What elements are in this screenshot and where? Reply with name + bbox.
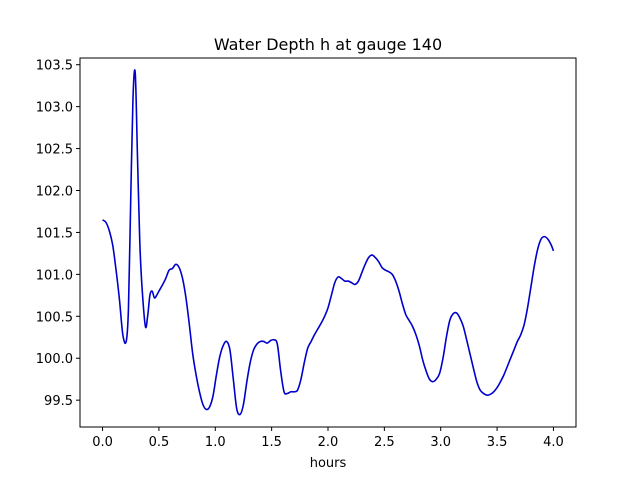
- plot-background: [80, 58, 576, 427]
- y-axis: 99.5 100.0 100.5 101.0 101.5 102.0 102.5 103.0 1…: [36, 59, 80, 409]
- x-tick-label: 4.0: [543, 435, 564, 450]
- y-tick-label: 100.0: [36, 352, 73, 367]
- x-tick-label: 3.0: [430, 435, 451, 450]
- x-tick-label: 0.0: [92, 435, 113, 450]
- y-tick-label: 103.5: [36, 59, 73, 74]
- x-tick-label: 2.5: [374, 435, 395, 450]
- y-tick-label: 101.5: [36, 226, 73, 241]
- x-axis: 0.0 0.5 1.0 1.5 2.0 2.5 3.0 3.5 4.0: [92, 427, 564, 450]
- x-tick-label: 1.0: [205, 435, 226, 450]
- x-tick-label: 2.0: [318, 435, 339, 450]
- series-layer: [102, 69, 555, 416]
- y-tick-label: 102.5: [36, 143, 73, 158]
- x-tick-label: 3.5: [487, 435, 508, 450]
- y-tick-label: 101.0: [36, 268, 73, 283]
- x-axis-label: hours: [310, 456, 347, 471]
- y-tick-label: 100.5: [36, 310, 73, 325]
- x-tick-label: 1.5: [261, 435, 282, 450]
- chart-title: Water Depth h at gauge 140: [214, 35, 442, 54]
- y-tick-label: 103.0: [36, 101, 73, 116]
- y-tick-label: 99.5: [44, 394, 73, 409]
- x-tick-label: 0.5: [149, 435, 170, 450]
- y-tick-label: 102.0: [36, 185, 73, 200]
- series-line: [102, 69, 555, 416]
